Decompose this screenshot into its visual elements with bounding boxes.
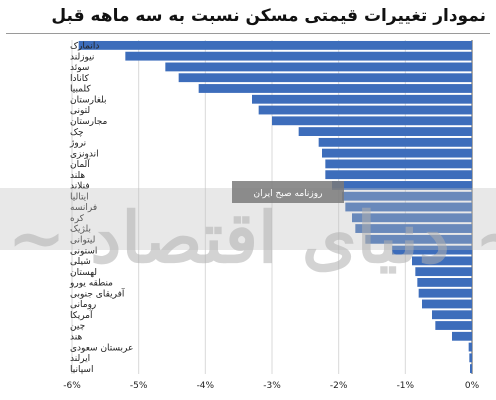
title-divider [6,33,490,34]
bar [252,94,472,104]
bar [332,181,472,190]
category-label: لهستان [70,268,97,278]
bar [355,224,472,233]
bar [318,137,472,147]
bar [418,288,472,298]
bar [412,256,472,266]
bar [392,245,472,255]
category-label: لیتوانی [70,236,95,246]
category-label: سوئد [70,63,89,73]
category-label: چین [70,322,85,332]
bar [422,299,472,309]
bar [272,116,472,126]
category-label: بلژیک [70,225,91,235]
category-label: ایتالیا [70,192,89,202]
category-label: اسپانیا [70,365,93,375]
category-label: هلند [70,171,85,181]
bar [322,148,472,158]
category-label: نروژ [69,139,86,149]
watermark-logo-script: ~ ﺩﻧﯿﺎﯼ ﺍﻗﺘﺼﺎﺩ ~ [7,196,496,279]
bar [470,364,472,374]
bar [415,267,472,277]
category-label: بلغارستان [70,95,107,105]
bar [78,40,473,50]
category-label: شیلی [70,257,91,267]
category-label: منطقه یورو [69,279,113,289]
category-label: نیوزلند [70,52,94,62]
category-label: دانمارک [70,41,99,52]
category-label: آمریکا [70,309,93,321]
bar [432,310,472,320]
bar [165,62,473,72]
bar [125,51,472,61]
bar [298,127,472,136]
category-label: فرانسه [70,203,97,213]
category-label: کانادا [70,74,89,84]
category-label: کره [70,214,85,224]
category-label: عربستان سعودی [70,343,133,353]
x-tick-label: 0% [465,381,480,391]
bars [78,40,473,374]
x-tick-label: -4% [197,381,215,391]
category-label: اندونزی [70,149,99,159]
category-label: ایرلند [70,354,90,364]
category-label: آلمان [70,158,90,170]
category-label: کلمبیا [70,85,91,95]
bar [178,73,472,83]
bar [325,159,472,169]
bar [452,331,472,341]
category-label: لتونی [70,106,90,116]
bar [365,234,472,244]
x-tick-label: -5% [130,381,148,391]
x-tick-label: -1% [397,381,415,391]
x-tick-label: -6% [63,381,81,391]
category-label: رومانی [70,300,96,310]
watermark: روزنامه صبح ایران ~ ﺩﻧﯿﺎﯼ ﺍﻗﺘﺼﺎﺩ ~ [0,181,496,279]
category-label: چک [70,128,84,138]
bar [325,170,472,180]
bar [417,278,472,287]
category-label: هند [70,332,82,342]
chart-title: نمودار تغییرات قیمتی مسکن نسبت به سه ماه… [51,6,486,26]
x-tick-label: -3% [263,381,281,391]
bar [435,321,472,330]
category-label: آفریقای جنوبی [70,287,125,299]
bar [345,202,472,212]
bar [352,213,472,223]
bar [198,84,472,93]
category-labels: دانمارکنیوزلندسوئدکاناداکلمبیابلغارستانل… [69,41,133,375]
category-label: فنلاند [70,182,90,192]
bar [342,191,472,201]
category-label: مجارستان [70,117,108,127]
x-tick-labels: -6% -5% -4% -3% -2% -1% 0% [63,381,479,391]
bar [258,105,472,115]
x-tick-label: -2% [330,381,348,391]
watermark-box-text: روزنامه صبح ایران [254,189,323,199]
category-label: استونی [70,246,97,256]
bar [469,353,472,363]
watermark-box [232,181,344,203]
bar [468,342,472,352]
